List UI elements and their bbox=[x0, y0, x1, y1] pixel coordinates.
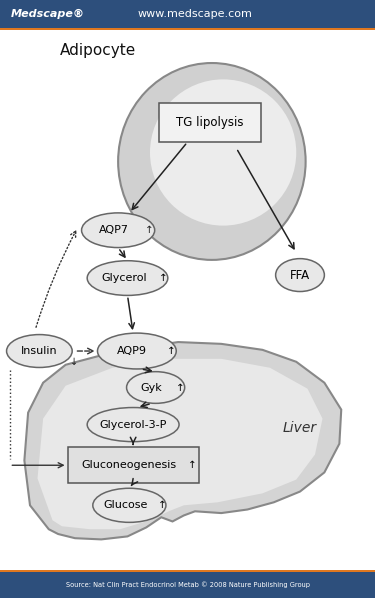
Ellipse shape bbox=[6, 335, 72, 367]
Text: ↑: ↑ bbox=[176, 383, 185, 392]
Text: ↑: ↑ bbox=[158, 501, 167, 510]
Bar bbox=[0, 0, 375, 28]
Polygon shape bbox=[38, 359, 322, 529]
Ellipse shape bbox=[150, 80, 296, 225]
Text: FFA: FFA bbox=[290, 269, 310, 282]
Ellipse shape bbox=[98, 333, 176, 369]
Bar bbox=[0, 28, 375, 30]
Text: TG lipolysis: TG lipolysis bbox=[176, 116, 244, 129]
Text: AQP7: AQP7 bbox=[99, 225, 129, 235]
Text: Glycerol: Glycerol bbox=[101, 273, 147, 283]
Text: Adipocyte: Adipocyte bbox=[60, 43, 136, 59]
Ellipse shape bbox=[87, 408, 179, 441]
Text: ↑: ↑ bbox=[167, 346, 176, 356]
Ellipse shape bbox=[93, 488, 166, 523]
Ellipse shape bbox=[82, 213, 154, 248]
Ellipse shape bbox=[276, 258, 324, 291]
Text: Glycerol-3-P: Glycerol-3-P bbox=[99, 420, 167, 429]
Text: ↓: ↓ bbox=[70, 357, 78, 367]
Text: Source: Nat Clin Pract Endocrinol Metab © 2008 Nature Publishing Group: Source: Nat Clin Pract Endocrinol Metab … bbox=[66, 582, 309, 588]
Text: www.medscape.com: www.medscape.com bbox=[138, 9, 252, 19]
FancyBboxPatch shape bbox=[68, 447, 199, 483]
Text: Insulin: Insulin bbox=[21, 346, 58, 356]
Ellipse shape bbox=[126, 371, 184, 404]
Bar bbox=[0, 570, 375, 572]
FancyBboxPatch shape bbox=[159, 103, 261, 142]
Text: Liver: Liver bbox=[283, 420, 317, 435]
Text: Glucose: Glucose bbox=[104, 501, 148, 510]
Bar bbox=[0, 572, 375, 598]
Text: Gyk: Gyk bbox=[140, 383, 162, 392]
Text: Gluconeogenesis: Gluconeogenesis bbox=[82, 460, 177, 470]
Polygon shape bbox=[24, 342, 341, 539]
Ellipse shape bbox=[87, 261, 168, 295]
Text: AQP9: AQP9 bbox=[117, 346, 147, 356]
Text: ↑: ↑ bbox=[159, 273, 168, 283]
Text: Medscape®: Medscape® bbox=[11, 9, 85, 19]
Text: ↑: ↑ bbox=[188, 460, 196, 470]
Ellipse shape bbox=[118, 63, 306, 260]
Text: ↑: ↑ bbox=[144, 225, 153, 235]
